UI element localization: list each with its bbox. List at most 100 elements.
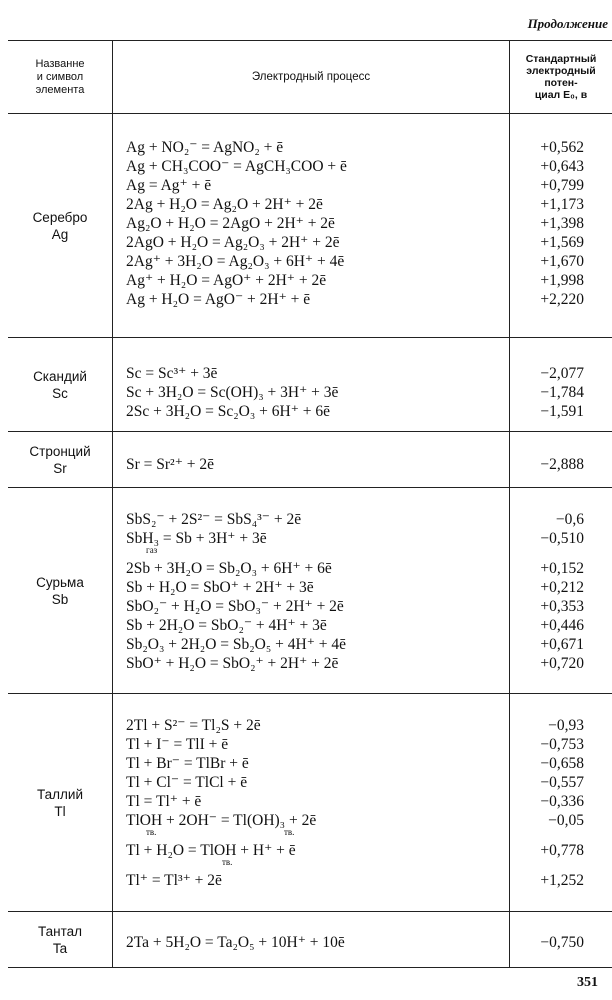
electrode-reaction: 2Sc + 3H₂O = Sc₂O₃ + 6H⁺ + 6ē [126,403,331,420]
element-symbol: Sc [52,385,68,401]
standard-potential: +1,252 [540,872,584,889]
standard-potential: +0,562 [540,139,584,156]
header-text: циал E₀, в [534,89,588,101]
electrode-reaction: Ag + H₂O = AgO⁻ + 2H⁺ + ē [126,291,311,308]
phase-note-line: тв. тв. [126,827,509,841]
section-ta: Тантал Ta 2Ta + 5H₂O = Ta₂O₅ + 10H⁺ + 10ē −… [8,912,612,968]
electrode-potentials-table: Названне и символ элемента Электродный п… [8,40,612,968]
element-name: Стронций [29,443,91,459]
electrode-reaction: Ag + NO₂⁻ = AgNO₂ + ē [126,139,284,156]
potential-cell: −0,750 [510,912,612,967]
element-cell: Таллий Tl [8,694,113,911]
electrode-reaction: 2Ag + H₂O = Ag₂O + 2H⁺ + 2ē [126,196,323,213]
standard-potential: +1,569 [540,234,584,251]
header-process: Электродный процесс [113,41,510,113]
phase-note-line: газ [126,545,509,559]
standard-potential: −0,05 [548,812,584,829]
section-sb: Сурьма Sb SbS₂⁻ + 2S²⁻ = SbS₄³⁻ + 2ē SbH₃ =… [8,488,612,694]
electrode-reaction: Sb + 2H₂O = SbO₂⁻ + 4H⁺ + 3ē [126,617,327,634]
electrode-reaction: Tl⁺ = Tl³⁺ + 2ē [126,872,222,889]
element-symbol: Ta [52,940,68,956]
electrode-reaction: 2AgO + H₂O = Ag₂O₃ + 2H⁺ + 2ē [126,234,340,251]
element-cell: Серебро Ag [8,114,113,337]
element-symbol: Sr [53,460,67,476]
standard-potential: +0,799 [540,177,584,194]
standard-potential: +1,398 [540,215,584,232]
element-symbol: Sb [51,591,69,607]
section-ag: Серебро Ag Ag + NO₂⁻ = AgNO₂ + ē Ag + CH₃CO… [8,114,612,338]
header-potential: Стандартный электродный потен- циал E₀, … [510,41,612,113]
electrode-reaction: SbO⁺ + H₂O = SbO₂⁺ + 2H⁺ + 2ē [126,655,339,672]
phase-note: газ [146,545,158,555]
header-text: Стандартный [525,53,597,65]
potential-cell: −2,077 −1,784 −1,591 [510,338,612,431]
electrode-reaction: Tl + Br⁻ = TlBr + ē [126,755,249,772]
electrode-reaction: Sc = Sc³⁺ + 3ē [126,365,218,382]
standard-potential: −0,557 [540,774,584,791]
standard-potential: −0,753 [540,736,584,753]
standard-potential: −0,658 [540,755,584,772]
process-cell: Sc = Sc³⁺ + 3ē Sc + 3H₂O = Sc(OH)₃ + 3H⁺ … [113,338,510,431]
standard-potential: +2,220 [540,291,584,308]
element-cell: Скандий Sc [8,338,113,431]
standard-potential: −0,336 [540,793,584,810]
element-cell: Тантал Ta [8,912,113,967]
element-name: Тантал [37,923,83,939]
element-cell: Стронций Sr [8,432,113,487]
potential-cell: −2,888 [510,432,612,487]
element-name: Серебро [32,209,88,225]
phase-note-line: тв. [126,857,509,871]
electrode-reaction: Ag = Ag⁺ + ē [126,177,212,194]
electrode-reaction: Tl + Cl⁻ = TlCl + ē [126,774,248,791]
standard-potential: −1,784 [540,384,584,401]
process-cell: 2Tl + S²⁻ = Tl₂S + 2ē Tl + I⁻ = TlI + ē Tl… [113,694,510,911]
process-cell: Sr = Sr²⁺ + 2ē [113,432,510,487]
electrode-reaction: Ag⁺ + H₂O = AgO⁺ + 2H⁺ + 2ē [126,272,327,289]
section-sc: Скандий Sc Sc = Sc³⁺ + 3ē Sc + 3H₂O = Sc(OH… [8,338,612,432]
electrode-reaction: TlOH + 2OH⁻ = Tl(OH)₃ + 2ē [126,812,317,829]
electrode-reaction: Tl + I⁻ = TlI + ē [126,736,229,753]
standard-potential: +0,671 [540,636,584,653]
electrode-reaction: Tl = Tl⁺ + ē [126,793,202,810]
standard-potential: +0,446 [540,617,584,634]
section-tl: Таллий Tl 2Tl + S²⁻ = Tl₂S + 2ē Tl + I⁻ = T… [8,694,612,912]
header-element: Названне и символ элемента [8,41,113,113]
standard-potential: −2,888 [540,456,584,473]
element-name: Сурьма [36,574,84,590]
header-text: электродный [526,65,596,77]
standard-potential: +1,998 [540,272,584,289]
phase-note: тв. [284,827,295,837]
standard-potential: −0,93 [548,717,584,734]
table-header: Названне и символ элемента Электродный п… [8,41,612,114]
electrode-reaction: Sc + 3H₂O = Sc(OH)₃ + 3H⁺ + 3ē [126,384,339,401]
electrode-reaction: Sb₂O₃ + 2H₂O = Sb₂O₅ + 4H⁺ + 4ē [126,636,347,653]
page-number: 351 [577,975,598,990]
phase-note: тв. [222,857,233,867]
electrode-reaction: 2Ag⁺ + 3H₂O = Ag₂O₃ + 6H⁺ + 4ē [126,253,345,270]
electrode-reaction: 2Tl + S²⁻ = Tl₂S + 2ē [126,717,261,734]
standard-potential: −0,6 [555,511,584,528]
electrode-reaction: Ag₂O + H₂O = 2AgO + 2H⁺ + 2ē [126,215,335,232]
element-name: Скандий [33,368,87,384]
standard-potential: +0,353 [540,598,584,615]
standard-potential: −2,077 [540,365,584,382]
potential-cell: −0,93 −0,753 −0,658 −0,557 −0,336 −0,05 +0,778… [510,694,612,911]
header-text: Названне [35,57,85,70]
element-cell: Сурьма Sb [8,488,113,693]
standard-potential: −0,510 [540,530,584,547]
element-symbol: Ag [51,226,69,242]
process-cell: SbS₂⁻ + 2S²⁻ = SbS₄³⁻ + 2ē SbH₃ = Sb + 3H… [113,488,510,693]
electrode-reaction: 2Sb + 3H₂O = Sb₂O₃ + 6H⁺ + 6ē [126,560,332,577]
process-cell: 2Ta + 5H₂O = Ta₂O₅ + 10H⁺ + 10ē [113,912,510,967]
header-text: и символ [36,70,84,83]
header-text: элемента [35,83,85,96]
section-sr: Стронций Sr Sr = Sr²⁺ + 2ē −2,888 [8,432,612,488]
electrode-reaction: SbS₂⁻ + 2S²⁻ = SbS₄³⁻ + 2ē [126,511,302,528]
standard-potential: +0,778 [540,842,584,859]
header-text: потен- [544,77,578,89]
element-name: Таллий [37,786,83,802]
electrode-reaction: Ag + CH₃COO⁻ = AgCH₃COO + ē [126,158,347,175]
standard-potential: +1,173 [540,196,584,213]
standard-potential: +1,670 [540,253,584,270]
electrode-reaction: SbO₂⁻ + H₂O = SbO₃⁻ + 2H⁺ + 2ē [126,598,344,615]
